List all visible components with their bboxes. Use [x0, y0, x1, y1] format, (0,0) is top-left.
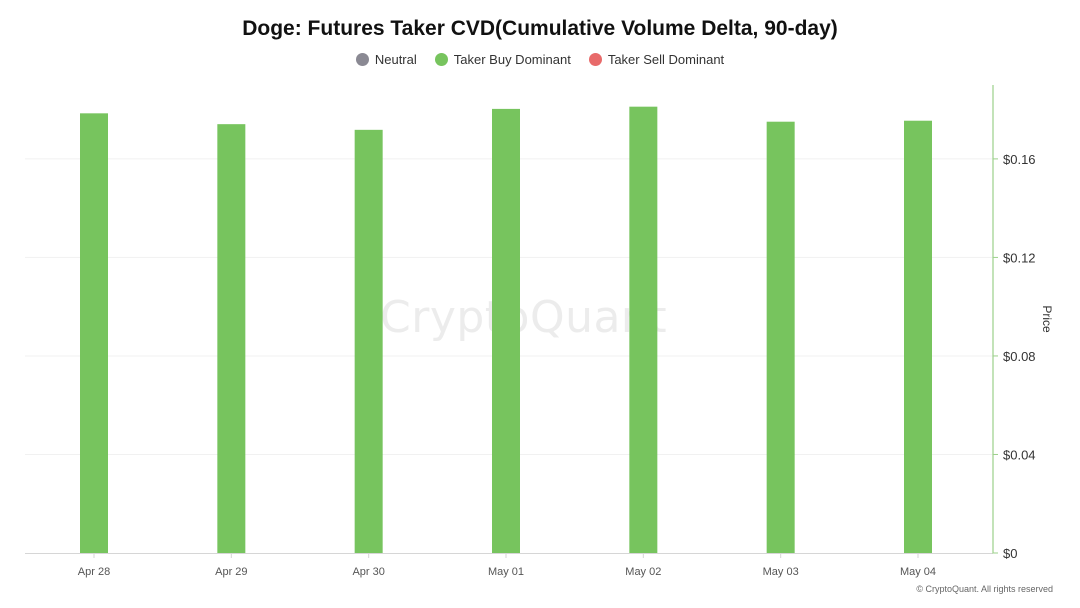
legend-item-neutral[interactable]: Neutral: [355, 52, 417, 67]
y-axis-label: Price: [1040, 305, 1054, 333]
y-tick-label-4: $0.16: [1003, 152, 1036, 167]
bar-6: [904, 120, 932, 553]
legend-item-taker-sell-dominant[interactable]: Taker Sell Dominant: [588, 52, 725, 67]
bar-0: [80, 113, 108, 553]
x-tick-label-6: May 04: [900, 566, 936, 578]
legend-neutral-dot-icon: [355, 53, 369, 66]
bar-5: [766, 121, 795, 553]
legend-taker-sell-label: Taker Sell Dominant: [607, 52, 725, 67]
x-tick-label-5: May 03: [763, 566, 799, 578]
x-tick-label-2: Apr 30: [352, 566, 384, 578]
x-tick-label-3: May 01: [488, 566, 524, 578]
watermark-logo: CryptoQuant: [380, 292, 668, 343]
chart-legend: Neutral Taker Buy Dominant Taker Sell Do…: [0, 52, 1080, 67]
bar-2: [354, 129, 383, 553]
legend-taker-buy-label: Taker Buy Dominant: [453, 52, 571, 67]
legend-taker-buy-dot-icon: [434, 53, 448, 66]
y-tick-label-1: $0.04: [1003, 447, 1036, 462]
y-tick-label-0: $0: [1003, 546, 1017, 561]
x-tick-label-4: May 02: [625, 566, 661, 578]
y-tick-label-3: $0.12: [1003, 250, 1036, 265]
bar-1: [217, 124, 246, 553]
x-tick-label-1: Apr 29: [215, 566, 247, 578]
copyright-text: © CryptoQuant. All rights reserved: [916, 584, 1053, 594]
legend-taker-sell-dot-icon: [588, 53, 602, 66]
bar-3: [492, 108, 520, 553]
bar-4: [629, 106, 658, 554]
x-tick-label-0: Apr 28: [78, 566, 110, 578]
legend-item-taker-buy-dominant[interactable]: Taker Buy Dominant: [434, 52, 571, 67]
legend-neutral-label: Neutral: [374, 52, 417, 67]
y-tick-label-2: $0.08: [1003, 349, 1036, 364]
chart-title: Doge: Futures Taker CVD(Cumulative Volum…: [242, 17, 838, 40]
